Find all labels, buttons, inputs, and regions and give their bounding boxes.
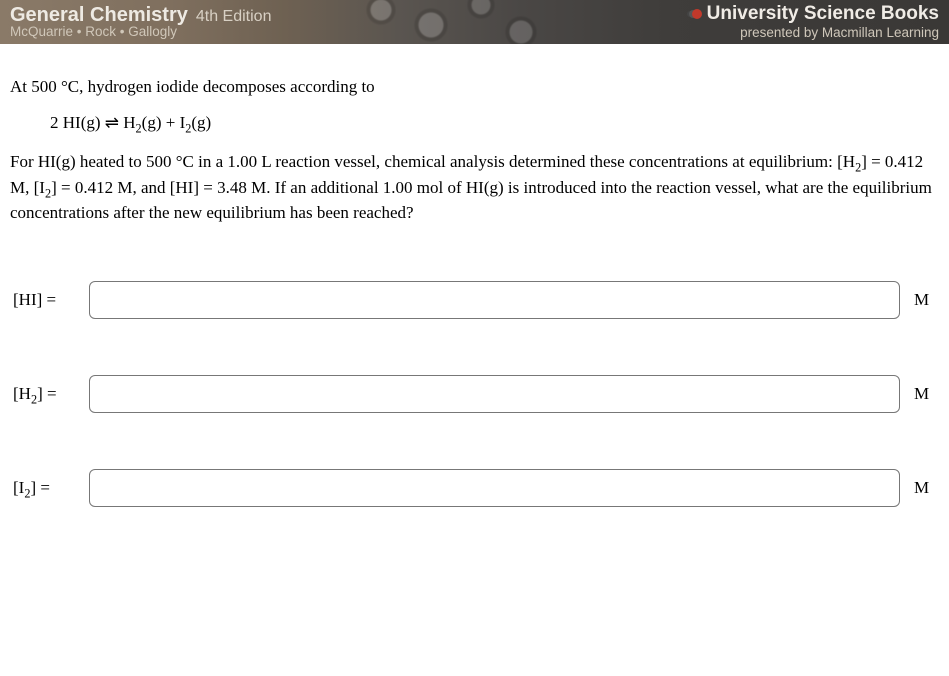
book-authors: McQuarrie • Rock • Gallogly [10,25,271,40]
publisher-name: University Science Books [707,3,939,25]
question-body: For HI(g) heated to 500 °C in a 1.00 L r… [10,149,939,226]
answer-label: [H2] = [13,381,75,407]
banner-title-row: General Chemistry 4th Edition [10,4,271,26]
answers-section: [HI] = M [H2] = M [I2] = M [10,281,939,507]
hi-input[interactable] [89,281,900,319]
publisher-logo-icon [692,9,702,19]
textbook-banner: General Chemistry 4th Edition McQuarrie … [0,0,949,44]
answer-row: [H2] = M [13,375,936,413]
answer-row: [HI] = M [13,281,936,319]
presenter-text: presented by Macmillan Learning [692,25,939,41]
book-edition: 4th Edition [196,8,272,25]
h2-input[interactable] [89,375,900,413]
banner-left: General Chemistry 4th Edition McQuarrie … [10,4,271,40]
answer-label: [I2] = [13,475,75,501]
answer-unit: M [914,381,936,407]
reaction-equation: 2 HI(g) ⇌ H2(g) + I2(g) [50,110,939,136]
answer-unit: M [914,287,936,313]
answer-unit: M [914,475,936,501]
question-intro: At 500 °C, hydrogen iodide decomposes ac… [10,74,939,100]
answer-row: [I2] = M [13,469,936,507]
publisher-row: University Science Books [692,3,939,25]
answer-label: [HI] = [13,287,75,313]
banner-right: University Science Books presented by Ma… [692,3,939,40]
question-content: At 500 °C, hydrogen iodide decomposes ac… [0,44,949,573]
book-title: General Chemistry [10,4,188,26]
i2-input[interactable] [89,469,900,507]
